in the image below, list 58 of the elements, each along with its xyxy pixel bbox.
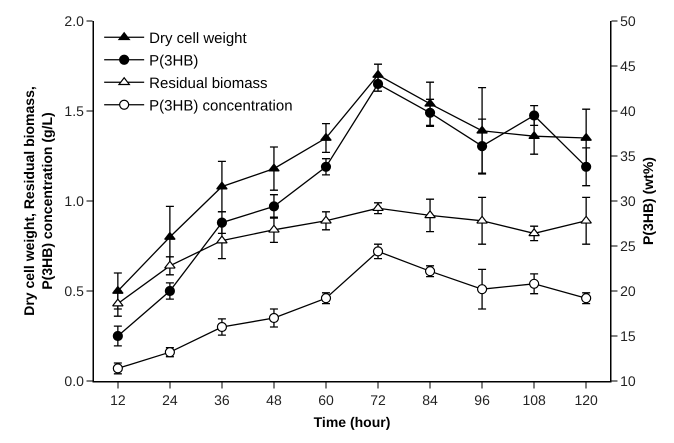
x-tick-label: 120 xyxy=(574,392,598,408)
legend-label: P(3HB) concentration xyxy=(149,98,293,115)
point xyxy=(424,108,436,118)
legend-label: Dry cell weight xyxy=(149,30,248,48)
point xyxy=(320,216,332,224)
point xyxy=(268,312,280,324)
x-tick-label: 96 xyxy=(474,392,490,408)
point xyxy=(164,232,176,240)
x-axis-title: Time (hour) xyxy=(314,414,390,430)
legend-label: P(3HB) xyxy=(149,52,198,70)
point xyxy=(529,110,540,121)
y-tick-label: 2.0 xyxy=(64,12,84,29)
point xyxy=(528,131,540,140)
point xyxy=(372,78,384,90)
x-tick-label: 12 xyxy=(110,392,126,408)
point xyxy=(268,224,280,233)
x-tick-label: 48 xyxy=(266,392,282,408)
y2-tick-label: 25 xyxy=(620,238,636,254)
y2-tick-label: 50 xyxy=(620,12,636,29)
point xyxy=(164,286,175,296)
y2-tick-label: 10 xyxy=(620,372,636,389)
point xyxy=(320,132,332,141)
point xyxy=(372,246,384,256)
y2-tick-label: 20 xyxy=(620,282,636,299)
point xyxy=(580,132,592,141)
point xyxy=(581,162,592,172)
point xyxy=(216,322,228,332)
point xyxy=(528,228,540,236)
point xyxy=(476,141,488,152)
y-tick-label: 1.0 xyxy=(64,192,84,209)
y-tick-label: 0.0 xyxy=(64,372,84,389)
y2-axis-title: P(3HB) (wt%) xyxy=(640,157,656,245)
point xyxy=(164,260,176,269)
x-tick-label: 60 xyxy=(318,392,334,408)
point xyxy=(476,216,488,224)
y2-tick-label: 30 xyxy=(620,192,636,209)
x-tick-label: 108 xyxy=(522,392,546,408)
point xyxy=(372,203,384,212)
y-tick-label: 0.5 xyxy=(64,282,84,299)
point xyxy=(529,278,540,289)
x-tick-label: 24 xyxy=(162,392,178,408)
legend-label: Residual biomass xyxy=(149,75,268,92)
y2-tick-label: 40 xyxy=(620,102,636,119)
y2-tick-label: 35 xyxy=(620,148,636,164)
point xyxy=(112,330,123,342)
point xyxy=(424,210,436,218)
x-tick-label: 72 xyxy=(370,392,386,408)
y2-tick-label: 45 xyxy=(620,58,636,74)
point xyxy=(476,284,488,294)
point xyxy=(216,218,228,228)
x-tick-label: 84 xyxy=(422,392,438,408)
x-tick-label: 36 xyxy=(214,392,230,408)
y-axis-title: Dry cell weight, Residual biomass, P(3HB) concentration (g/L) xyxy=(20,86,56,316)
point xyxy=(268,201,280,212)
point xyxy=(320,162,332,172)
point xyxy=(580,216,592,224)
y-tick-label: 1.5 xyxy=(64,102,84,119)
y2-tick-label: 15 xyxy=(620,328,636,344)
